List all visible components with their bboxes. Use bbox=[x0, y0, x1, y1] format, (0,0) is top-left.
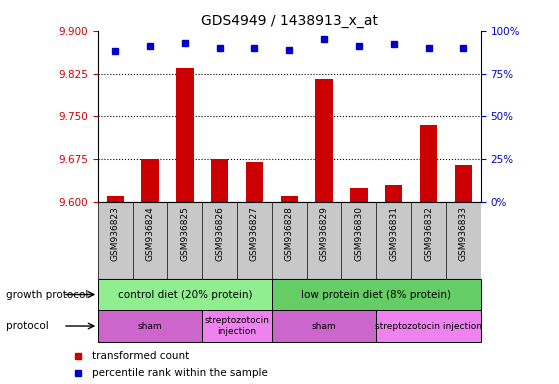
Text: streptozotocin injection: streptozotocin injection bbox=[375, 321, 482, 331]
Bar bbox=[315, 79, 333, 202]
Text: percentile rank within the sample: percentile rank within the sample bbox=[92, 368, 268, 378]
Bar bbox=[211, 159, 229, 202]
Bar bbox=[420, 125, 437, 202]
Text: GSM936825: GSM936825 bbox=[181, 206, 190, 261]
Bar bbox=[272, 310, 376, 342]
Bar bbox=[246, 162, 263, 202]
Text: growth protocol: growth protocol bbox=[6, 290, 88, 300]
Text: GSM936832: GSM936832 bbox=[424, 206, 433, 261]
Text: sham: sham bbox=[138, 321, 162, 331]
Bar bbox=[385, 185, 402, 202]
Text: low protein diet (8% protein): low protein diet (8% protein) bbox=[301, 290, 451, 300]
Text: streptozotocin
injection: streptozotocin injection bbox=[205, 316, 269, 336]
Text: GSM936826: GSM936826 bbox=[215, 206, 224, 261]
Text: GSM936828: GSM936828 bbox=[285, 206, 294, 261]
Bar bbox=[98, 310, 202, 342]
Text: sham: sham bbox=[312, 321, 337, 331]
Text: control diet (20% protein): control diet (20% protein) bbox=[117, 290, 252, 300]
Title: GDS4949 / 1438913_x_at: GDS4949 / 1438913_x_at bbox=[201, 14, 378, 28]
Text: GSM936831: GSM936831 bbox=[389, 206, 398, 261]
Bar bbox=[202, 310, 272, 342]
Bar bbox=[272, 279, 481, 310]
Bar bbox=[141, 159, 159, 202]
Text: GSM936827: GSM936827 bbox=[250, 206, 259, 261]
Bar bbox=[350, 188, 368, 202]
Text: GSM936829: GSM936829 bbox=[320, 206, 329, 261]
Text: GSM936830: GSM936830 bbox=[354, 206, 363, 261]
Text: GSM936833: GSM936833 bbox=[459, 206, 468, 261]
Bar bbox=[176, 68, 193, 202]
Bar bbox=[454, 165, 472, 202]
Text: protocol: protocol bbox=[6, 321, 48, 331]
Text: GSM936824: GSM936824 bbox=[145, 206, 154, 261]
Text: GSM936823: GSM936823 bbox=[111, 206, 120, 261]
Bar bbox=[281, 196, 298, 202]
Text: transformed count: transformed count bbox=[92, 351, 190, 361]
Bar bbox=[107, 196, 124, 202]
Bar bbox=[376, 310, 481, 342]
Bar bbox=[98, 279, 272, 310]
